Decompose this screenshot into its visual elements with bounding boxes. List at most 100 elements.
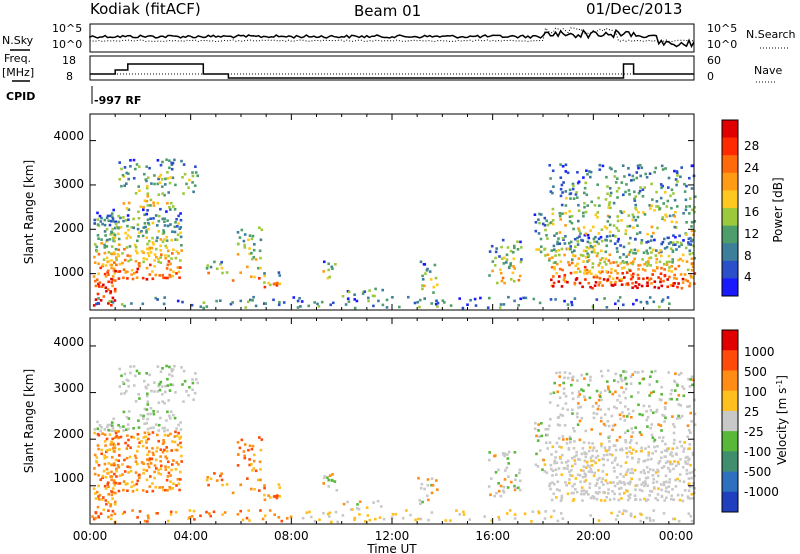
power-cell (656, 226, 659, 230)
power-cell (587, 236, 591, 240)
power-cell (667, 186, 670, 189)
velocity-cell (169, 417, 172, 420)
velocity-cell (570, 383, 573, 387)
power-cell (407, 295, 410, 299)
power-cell (600, 249, 603, 253)
velocity-cell (638, 488, 642, 492)
velocity-cell (628, 482, 632, 486)
velocity-cell (588, 465, 591, 468)
power-cell (640, 284, 644, 288)
velocity-cell (681, 466, 685, 469)
power-cell (599, 235, 603, 239)
power-cell (132, 217, 135, 221)
velocity-cell (671, 415, 674, 418)
velocity-cell (146, 392, 149, 396)
power-cell (650, 235, 653, 238)
velocity-cell (575, 450, 578, 454)
velocity-cell (170, 368, 173, 371)
power-cell (347, 300, 351, 303)
power-cell (520, 258, 523, 261)
velocity-cell (125, 378, 129, 382)
velocity-cell (502, 489, 505, 493)
velocity-cell (498, 518, 501, 521)
power-cell (637, 191, 641, 195)
velocity-cell (595, 482, 599, 485)
velocity-cell (167, 519, 170, 523)
velocity-cell (548, 441, 552, 444)
velocity-cell (633, 370, 637, 374)
power-cell (657, 286, 660, 290)
power-cell (99, 266, 102, 270)
power-cell (586, 233, 590, 237)
velocity-cell (173, 440, 177, 444)
velocity-cell (146, 403, 150, 406)
velocity-cell (103, 440, 107, 443)
power-cell (624, 190, 627, 194)
power-cell (556, 262, 559, 266)
velocity-cell (571, 397, 575, 401)
velocity-cell (646, 458, 650, 461)
power-cell (249, 298, 252, 302)
velocity-cell (661, 413, 664, 417)
velocity-cell (107, 462, 111, 465)
velocity-heatmap (91, 364, 697, 524)
power-cell (498, 255, 501, 258)
velocity-cell (687, 377, 690, 381)
power-cell (571, 250, 574, 254)
velocity-cell (567, 446, 571, 450)
velocity-cell (506, 453, 509, 456)
power-cell (693, 206, 696, 209)
power-cell (630, 248, 633, 252)
power-cell (109, 291, 112, 295)
power-cell (159, 238, 163, 241)
power-cell (590, 250, 594, 254)
velocity-cell (549, 515, 553, 519)
velocity-cell (655, 480, 659, 484)
velocity-cell (618, 510, 621, 514)
power-cell (568, 188, 572, 192)
velocity-cell (648, 494, 651, 497)
velocity-cell (568, 470, 571, 474)
velocity-cell (595, 389, 599, 393)
velocity-cell (168, 389, 172, 392)
power-cell (511, 251, 515, 254)
power-cell (539, 237, 543, 241)
power-cell (500, 257, 504, 260)
power-cell (661, 240, 665, 244)
velocity-cell (637, 391, 640, 394)
velocity-cell (269, 496, 272, 499)
velocity-cell (117, 465, 121, 469)
power-cell (100, 216, 103, 220)
power-cell (631, 286, 634, 289)
velocity-cell (427, 518, 430, 522)
velocity-cell (590, 464, 594, 467)
velocity-cell (114, 491, 117, 495)
power-cell (240, 228, 244, 232)
velocity-cell (137, 419, 140, 422)
power-cell (636, 273, 640, 277)
velocity-cell (247, 509, 250, 512)
velocity-cell (123, 372, 127, 376)
power-cell (549, 190, 553, 193)
velocity-cell (494, 454, 497, 457)
power-cell (502, 256, 506, 260)
velocity-cell (169, 410, 173, 413)
power-cell (145, 165, 148, 168)
velocity-cell (93, 472, 97, 476)
velocity-cell (667, 466, 670, 470)
power-cell (585, 272, 589, 275)
velocity-cell (164, 488, 167, 492)
velocity-cell (671, 488, 674, 491)
velocity-cell (134, 374, 137, 378)
velocity-cell (499, 494, 503, 498)
velocity-cell (686, 462, 690, 466)
velocity-cell (118, 454, 121, 457)
velocity-cell (147, 465, 151, 469)
velocity-cell (587, 383, 590, 387)
power-cell (269, 283, 272, 287)
velocity-cell (110, 421, 114, 424)
power-cell (551, 285, 555, 288)
power-cell (639, 300, 643, 304)
power-cell (267, 281, 270, 285)
velocity-cell (194, 372, 197, 375)
